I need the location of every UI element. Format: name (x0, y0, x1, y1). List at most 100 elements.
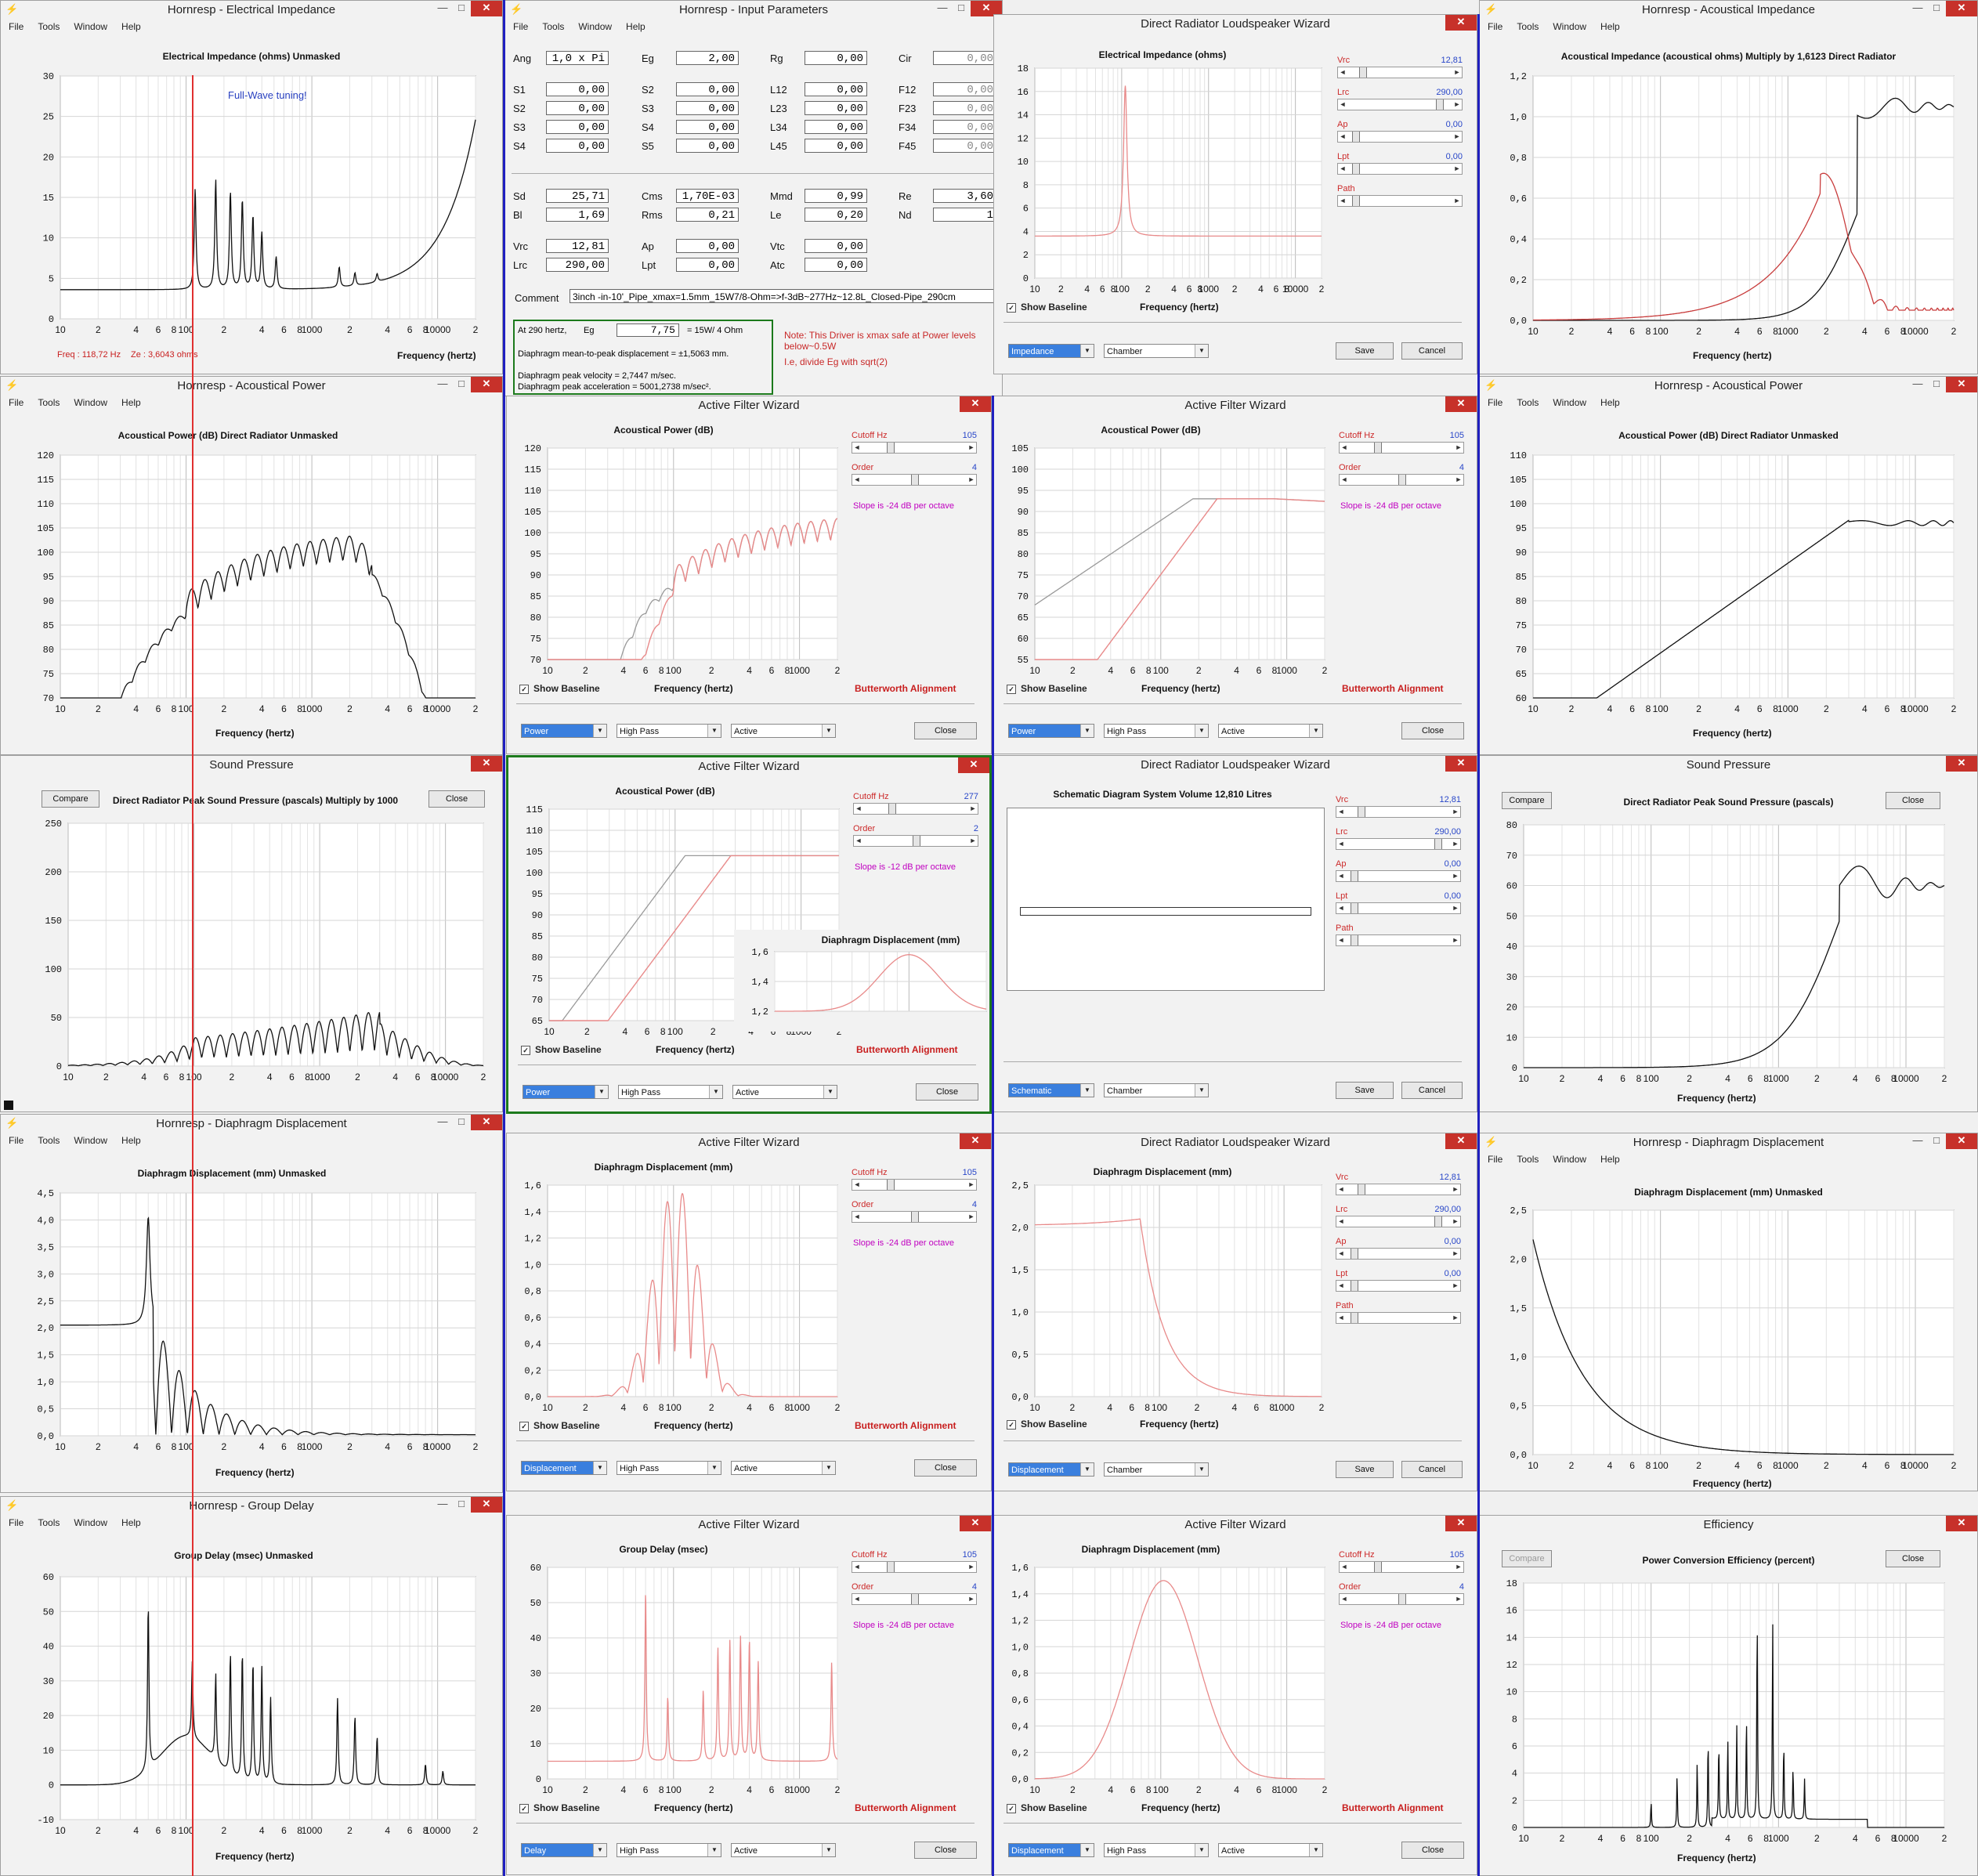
arrow-right-icon[interactable]: ► (1452, 1314, 1459, 1321)
slider-1[interactable]: Lrc 290,00 ◄ ► (1336, 827, 1461, 854)
response-select[interactable]: Power ▼ (523, 1085, 609, 1099)
slider-thumb[interactable] (1351, 1281, 1359, 1291)
param-field[interactable]: 0,00 (805, 51, 867, 65)
param-field[interactable]: 0,00 (933, 82, 997, 96)
minimize-button[interactable]: — (437, 1498, 448, 1509)
arrow-left-icon[interactable]: ◄ (853, 443, 861, 451)
arrow-right-icon[interactable]: ► (1452, 1185, 1459, 1193)
arrow-right-icon[interactable]: ► (967, 1595, 975, 1603)
menu-file[interactable]: File (9, 21, 24, 32)
close-dialog-button[interactable]: Close (914, 1459, 977, 1477)
arrow-left-icon[interactable]: ◄ (1340, 1595, 1348, 1603)
arrow-right-icon[interactable]: ► (1452, 1217, 1459, 1225)
menu-help[interactable]: Help (121, 397, 141, 408)
minimize-button[interactable]: — (437, 2, 448, 13)
close-button[interactable]: ✕ (471, 1115, 502, 1130)
save-button[interactable]: Save (1336, 1082, 1394, 1099)
arrow-right-icon[interactable]: ► (969, 837, 977, 844)
box-type-select[interactable]: Chamber ▼ (1104, 344, 1209, 358)
param-field[interactable]: 12,81 (546, 239, 609, 253)
slider-track[interactable]: ◄ ► (852, 442, 977, 454)
slider-thumb[interactable] (1434, 1216, 1443, 1227)
arrow-left-icon[interactable]: ◄ (1337, 872, 1345, 880)
slider-thumb[interactable] (1436, 99, 1445, 110)
slider-thumb[interactable] (1351, 871, 1359, 881)
arrow-right-icon[interactable]: ► (1453, 164, 1461, 172)
slider-track[interactable]: ◄ ► (1336, 1248, 1461, 1260)
title-bar[interactable]: Active Filter Wizard ✕ (994, 396, 1477, 415)
close-button[interactable]: ✕ (471, 1497, 502, 1513)
param-field[interactable]: 0,00 (805, 101, 867, 115)
slider-track[interactable]: ◄ ► (1336, 838, 1461, 850)
slider-0[interactable]: Cutoff Hz 277 ◄ ► (853, 792, 978, 819)
close-button[interactable]: ✕ (1946, 377, 1977, 392)
arrow-left-icon[interactable]: ◄ (1340, 1563, 1348, 1571)
arrow-right-icon[interactable]: ► (1455, 1595, 1463, 1603)
menu-tools[interactable]: Tools (542, 21, 565, 32)
arrow-right-icon[interactable]: ► (1452, 904, 1459, 912)
arrow-left-icon[interactable]: ◄ (855, 837, 862, 844)
title-bar[interactable]: ⚡ Hornresp - Acoustical Impedance — □ ✕ (1480, 1, 1977, 20)
arrow-left-icon[interactable]: ◄ (853, 475, 861, 483)
arrow-right-icon[interactable]: ► (1452, 936, 1459, 944)
param-field[interactable]: 0,00 (805, 139, 867, 153)
param-field[interactable]: 0,00 (546, 139, 609, 153)
box-type-select[interactable]: Chamber ▼ (1104, 1083, 1209, 1097)
arrow-left-icon[interactable]: ◄ (1337, 808, 1345, 815)
menu-file[interactable]: File (513, 21, 529, 32)
arrow-right-icon[interactable]: ► (1452, 1249, 1459, 1257)
menu-file[interactable]: File (1488, 21, 1503, 32)
close-button[interactable]: ✕ (1445, 756, 1477, 772)
menu-tools[interactable]: Tools (1517, 397, 1539, 408)
param-field[interactable]: 0,00 (676, 239, 739, 253)
menu-help[interactable]: Help (121, 21, 141, 32)
arrow-right-icon[interactable]: ► (967, 443, 975, 451)
response-select[interactable]: Power ▼ (521, 724, 607, 738)
maximize-button[interactable]: □ (1933, 378, 1940, 389)
filter-type-select[interactable]: High Pass ▼ (1104, 724, 1209, 738)
slider-0[interactable]: Cutoff Hz 105 ◄ ► (852, 1550, 977, 1577)
param-field[interactable]: 0,00 (933, 120, 997, 134)
slider-4[interactable]: Path ◄ ► (1336, 924, 1461, 950)
arrow-right-icon[interactable]: ► (969, 804, 977, 812)
view-select[interactable]: Impedance ▼ (1008, 344, 1094, 358)
menu-file[interactable]: File (9, 1517, 24, 1528)
slider-track[interactable]: ◄ ► (1339, 474, 1464, 486)
param-field[interactable]: 0,00 (676, 82, 739, 96)
arrow-left-icon[interactable]: ◄ (1337, 936, 1345, 944)
param-field[interactable]: 0,00 (676, 101, 739, 115)
slider-thumb[interactable] (1352, 164, 1361, 174)
close-button[interactable]: ✕ (1946, 756, 1977, 772)
arrow-left-icon[interactable]: ◄ (1337, 904, 1345, 912)
close-dialog-button[interactable]: Close (1886, 1550, 1940, 1567)
menu-file[interactable]: File (9, 1135, 24, 1146)
slider-3[interactable]: Lpt 0,00 ◄ ► (1336, 1269, 1461, 1296)
close-dialog-button[interactable]: Close (1401, 722, 1464, 739)
response-select[interactable]: Displacement ▼ (1008, 1843, 1094, 1857)
slider-1[interactable]: Order 4 ◄ ► (852, 463, 977, 490)
slider-track[interactable]: ◄ ► (1336, 902, 1461, 914)
arrow-right-icon[interactable]: ► (1455, 443, 1463, 451)
close-dialog-button[interactable]: Close (1886, 792, 1940, 809)
filter-mode-select[interactable]: Active ▼ (1218, 1843, 1323, 1857)
arrow-left-icon[interactable]: ◄ (1337, 1249, 1345, 1257)
slider-0[interactable]: Cutoff Hz 105 ◄ ► (1339, 431, 1464, 457)
slider-track[interactable]: ◄ ► (1336, 806, 1461, 818)
slider-track[interactable]: ◄ ► (1337, 131, 1463, 143)
slider-thumb[interactable] (1359, 67, 1368, 78)
arrow-left-icon[interactable]: ◄ (1339, 68, 1347, 76)
close-button[interactable]: ✕ (960, 1516, 991, 1531)
filter-mode-select[interactable]: Active ▼ (731, 1461, 836, 1475)
cancel-button[interactable]: Cancel (1401, 342, 1463, 360)
close-button[interactable]: ✕ (960, 396, 991, 412)
title-bar[interactable]: ⚡ Hornresp - Acoustical Power — □ ✕ (1, 377, 502, 396)
slider-thumb[interactable] (1351, 935, 1359, 945)
comment-field[interactable]: 3inch -in-10'_Pipe_xmax=1.5mm_15W7/8-Ohm… (570, 289, 996, 303)
arrow-left-icon[interactable]: ◄ (853, 1180, 861, 1188)
menu-tools[interactable]: Tools (38, 1517, 60, 1528)
filter-mode-select[interactable]: Active ▼ (732, 1085, 837, 1099)
param-field[interactable]: 0,00 (933, 139, 997, 153)
arrow-right-icon[interactable]: ► (967, 1180, 975, 1188)
menu-help[interactable]: Help (121, 1135, 141, 1146)
param-field[interactable]: 0,00 (805, 258, 867, 272)
